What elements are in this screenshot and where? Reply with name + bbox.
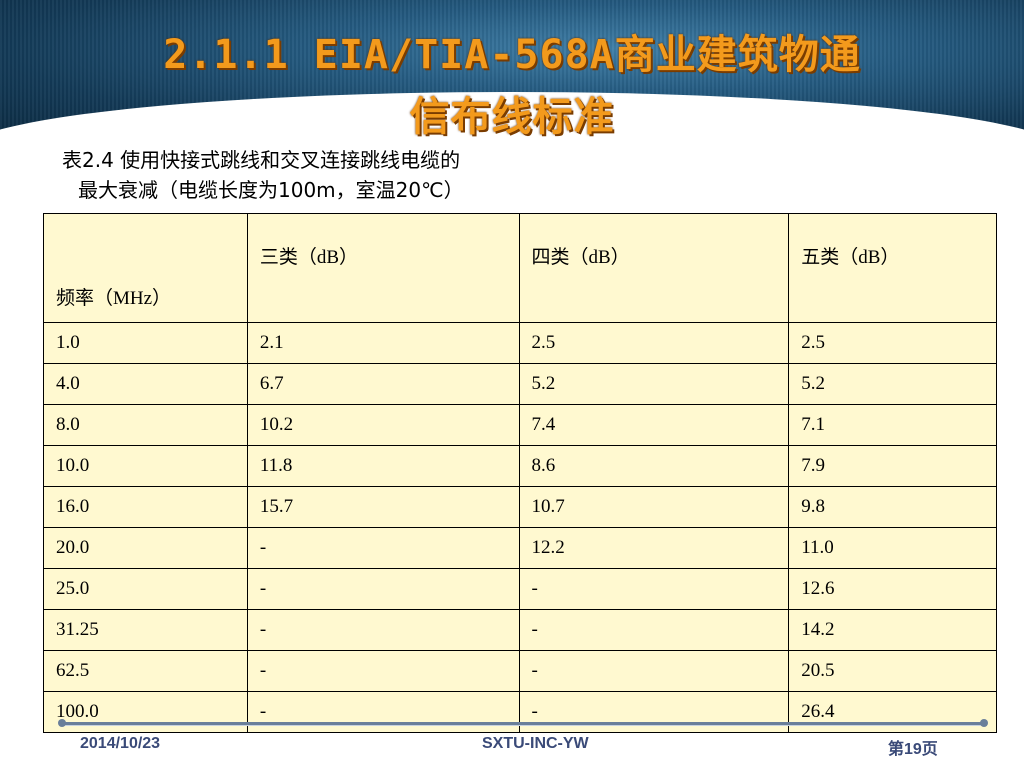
footer-center-text: SXTU-INC-YW <box>482 735 589 752</box>
cell-cat5: 7.1 <box>788 404 997 446</box>
table-row: 31.25 - - 14.2 <box>43 609 997 651</box>
cell-cat4: - <box>518 568 790 610</box>
header-frequency: 频率（MHz） <box>43 213 248 323</box>
cell-cat3: 10.2 <box>246 404 520 446</box>
cell-frequency: 1.0 <box>43 322 248 364</box>
cell-cat3: 15.7 <box>246 486 520 528</box>
cell-frequency: 62.5 <box>43 650 248 692</box>
attenuation-table: 频率（MHz） 三类（dB） 四类（dB） 五类（dB） 1.0 2.1 2.5… <box>43 213 997 733</box>
cell-cat4: - <box>518 609 790 651</box>
cell-cat3: 6.7 <box>246 363 520 405</box>
table-header-row: 频率（MHz） 三类（dB） 四类（dB） 五类（dB） <box>43 213 997 323</box>
table-row: 62.5 - - 20.5 <box>43 650 997 692</box>
cell-cat3: 11.8 <box>246 445 520 487</box>
table-row: 10.0 11.8 8.6 7.9 <box>43 445 997 487</box>
cell-cat4: 5.2 <box>518 363 790 405</box>
cell-cat4: - <box>518 691 790 733</box>
cell-cat4: 2.5 <box>518 322 790 364</box>
footer-divider <box>58 719 988 727</box>
footer-page-number: 第19页 <box>888 741 938 758</box>
cell-cat4: 7.4 <box>518 404 790 446</box>
cell-cat3: - <box>246 527 520 569</box>
header-banner <box>0 0 1024 140</box>
table-row: 20.0 - 12.2 11.0 <box>43 527 997 569</box>
caption-line1: 表2.4 使用快接式跳线和交叉连接跳线电缆的 <box>62 148 461 172</box>
cell-cat3: - <box>246 650 520 692</box>
header-cat3: 三类（dB） <box>246 213 520 323</box>
header-cat5: 五类（dB） <box>788 213 997 323</box>
cell-cat4: 12.2 <box>518 527 790 569</box>
cell-frequency: 20.0 <box>43 527 248 569</box>
header-cat4: 四类（dB） <box>518 213 790 323</box>
cell-cat3: - <box>246 609 520 651</box>
table-row: 25.0 - - 12.6 <box>43 568 997 610</box>
cell-frequency: 100.0 <box>43 691 248 733</box>
cell-cat5: 9.8 <box>788 486 997 528</box>
cell-cat4: 10.7 <box>518 486 790 528</box>
cell-cat5: 7.9 <box>788 445 997 487</box>
cell-frequency: 4.0 <box>43 363 248 405</box>
cell-cat4: - <box>518 650 790 692</box>
table-row: 100.0 - - 26.4 <box>43 691 997 733</box>
cell-cat5: 2.5 <box>788 322 997 364</box>
cell-frequency: 25.0 <box>43 568 248 610</box>
cell-cat4: 8.6 <box>518 445 790 487</box>
cell-cat5: 14.2 <box>788 609 997 651</box>
caption-line2: 最大衰减（电缆长度为100m，室温20℃） <box>78 178 464 202</box>
cell-frequency: 8.0 <box>43 404 248 446</box>
table-row: 8.0 10.2 7.4 7.1 <box>43 404 997 446</box>
cell-cat3: - <box>246 568 520 610</box>
table-caption: 表2.4 使用快接式跳线和交叉连接跳线电缆的 最大衰减（电缆长度为100m，室温… <box>62 145 464 205</box>
cell-cat3: - <box>246 691 520 733</box>
cell-frequency: 10.0 <box>43 445 248 487</box>
cell-cat5: 12.6 <box>788 568 997 610</box>
slide-title-line1: 2.1.1 EIA/TIA-568A商业建筑物通 <box>163 32 861 78</box>
cell-frequency: 16.0 <box>43 486 248 528</box>
table-row: 16.0 15.7 10.7 9.8 <box>43 486 997 528</box>
cell-cat5: 11.0 <box>788 527 997 569</box>
cell-frequency: 31.25 <box>43 609 248 651</box>
slide-title-line2: 信布线标准 <box>409 94 615 140</box>
footer-date: 2014/10/23 <box>80 735 161 752</box>
table-row: 1.0 2.1 2.5 2.5 <box>43 322 997 364</box>
table-row: 4.0 6.7 5.2 5.2 <box>43 363 997 405</box>
cell-cat5: 26.4 <box>788 691 997 733</box>
cell-cat5: 20.5 <box>788 650 997 692</box>
cell-cat3: 2.1 <box>246 322 520 364</box>
cell-cat5: 5.2 <box>788 363 997 405</box>
